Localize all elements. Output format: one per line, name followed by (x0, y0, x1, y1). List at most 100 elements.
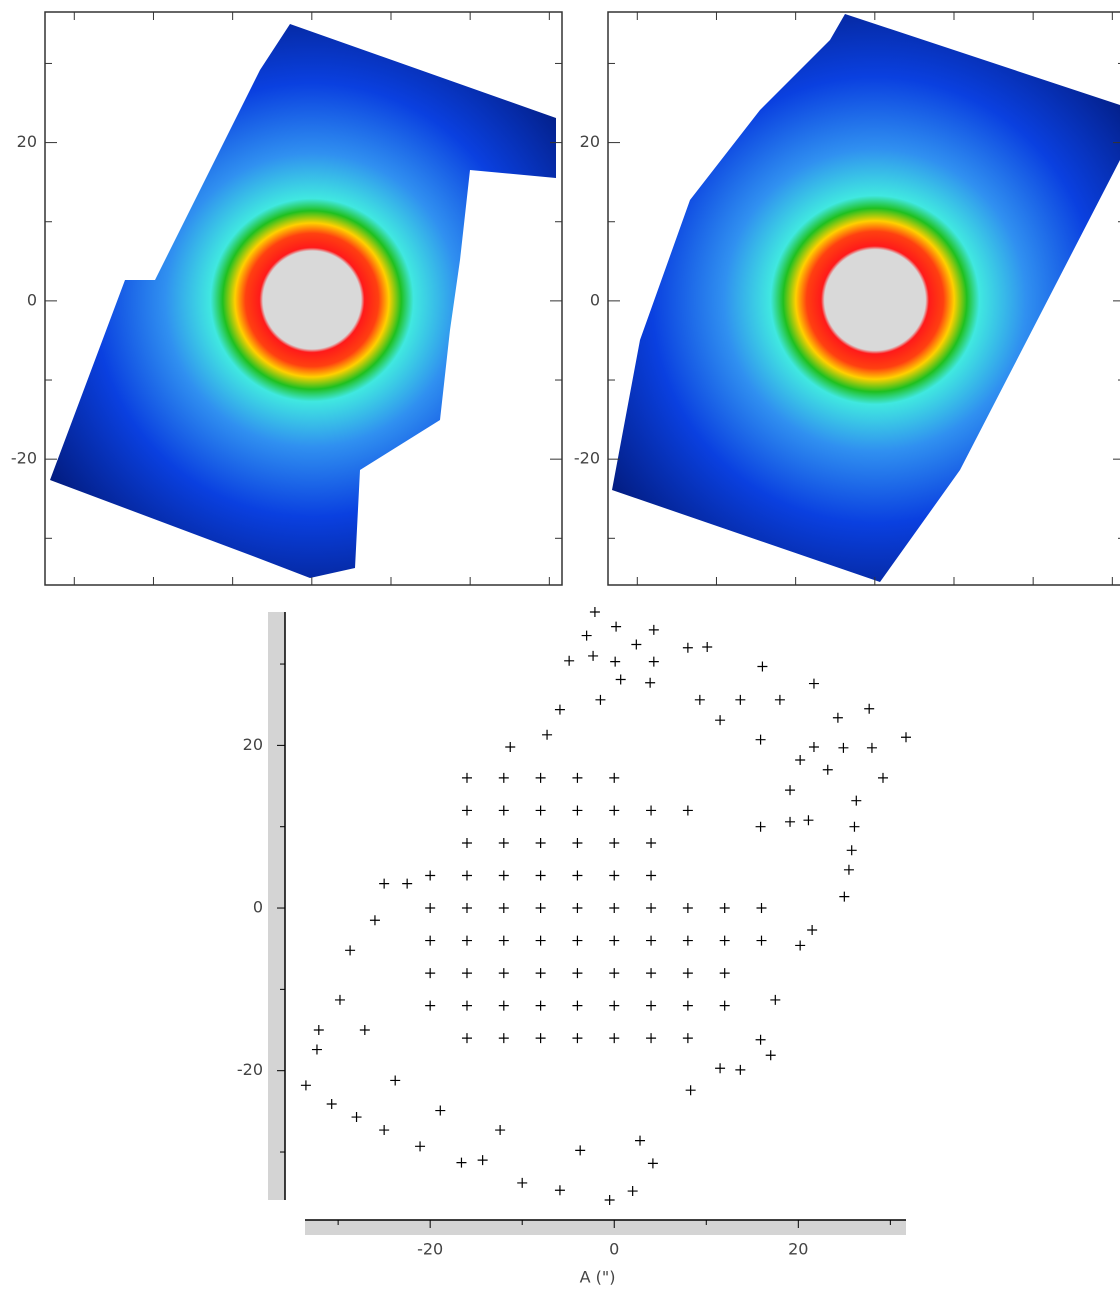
pointing (390, 1075, 401, 1086)
pointing (795, 755, 806, 766)
pointing (572, 837, 583, 848)
pointing (682, 642, 693, 653)
pointing (646, 837, 657, 848)
x-axis-label: A (") (580, 1268, 616, 1287)
pointing (757, 661, 768, 672)
pointing (755, 821, 766, 832)
pointing (498, 935, 509, 946)
pointing (345, 945, 356, 956)
pointing (808, 742, 819, 753)
pointing (461, 935, 472, 946)
pointing (589, 607, 600, 617)
pointing (609, 903, 620, 914)
pointing (702, 641, 713, 652)
pointing (839, 891, 850, 902)
pointing (461, 772, 472, 783)
pointing (682, 968, 693, 979)
pointing (461, 837, 472, 848)
pointing (785, 785, 796, 796)
y-tick-label: -20 (574, 449, 600, 468)
pointing (647, 1158, 658, 1169)
pointing (719, 935, 730, 946)
pointing (575, 1145, 586, 1156)
pointing (435, 1105, 446, 1116)
pointing (542, 729, 553, 740)
pointing (785, 816, 796, 827)
pointing (300, 1080, 311, 1091)
pointing (581, 630, 592, 641)
pointing (535, 903, 546, 914)
pointing (461, 968, 472, 979)
frame (607, 11, 1120, 586)
pointing (535, 1000, 546, 1011)
pointing (498, 903, 509, 914)
pointing (554, 1185, 565, 1196)
pointing (635, 1135, 646, 1146)
pointing (415, 1141, 426, 1152)
pointing (359, 1025, 370, 1036)
pointing (864, 703, 875, 714)
pointing (682, 1000, 693, 1011)
pointing (425, 935, 436, 946)
pointing (609, 837, 620, 848)
pointing (846, 845, 857, 856)
pointing (456, 1157, 467, 1168)
pointing (843, 864, 854, 875)
pointing (498, 805, 509, 816)
pointing (877, 772, 888, 783)
pointing (719, 903, 730, 914)
pointing (609, 935, 620, 946)
pointing (311, 1044, 322, 1055)
pointing (572, 935, 583, 946)
pointing (901, 732, 911, 743)
pointing (755, 734, 766, 745)
pointing (535, 935, 546, 946)
pointing (461, 1000, 472, 1011)
pointing (498, 772, 509, 783)
x-tick-label: 0 (609, 1240, 619, 1259)
pointing (461, 903, 472, 914)
y-tick-label: 20 (580, 132, 600, 151)
x-tick-label: -20 (417, 1240, 443, 1259)
pointing (595, 694, 606, 705)
x-axis-bar (305, 1220, 906, 1235)
pointing (572, 805, 583, 816)
pointing (572, 870, 583, 881)
pointing (646, 903, 657, 914)
pointing (505, 742, 516, 753)
pointing (838, 742, 849, 753)
pointing (572, 903, 583, 914)
pointing (822, 764, 833, 775)
pointing (682, 805, 693, 816)
pointing (313, 1025, 324, 1036)
pointing (646, 968, 657, 979)
pointing (609, 870, 620, 881)
pointing (609, 1000, 620, 1011)
pointing (425, 968, 436, 979)
pointing (609, 968, 620, 979)
pointing (685, 1085, 696, 1096)
pointing (379, 878, 390, 889)
pointing (648, 624, 659, 635)
pointing (425, 1000, 436, 1011)
pointing (425, 870, 436, 881)
pointing (572, 772, 583, 783)
pointing (774, 694, 785, 705)
pointing (609, 1033, 620, 1044)
pointing (682, 935, 693, 946)
pointing (866, 742, 877, 753)
pointing (477, 1155, 488, 1166)
pointing (755, 1034, 766, 1045)
y-tick-label: 0 (27, 290, 37, 309)
pointing (645, 677, 656, 688)
pointing (756, 935, 767, 946)
pointing (648, 656, 659, 667)
pointing (627, 1186, 638, 1197)
pointing (535, 968, 546, 979)
pointing (604, 1195, 615, 1205)
pointing (807, 924, 818, 935)
pointing (719, 1000, 730, 1011)
image-right (612, 14, 1120, 582)
pointing (535, 1033, 546, 1044)
